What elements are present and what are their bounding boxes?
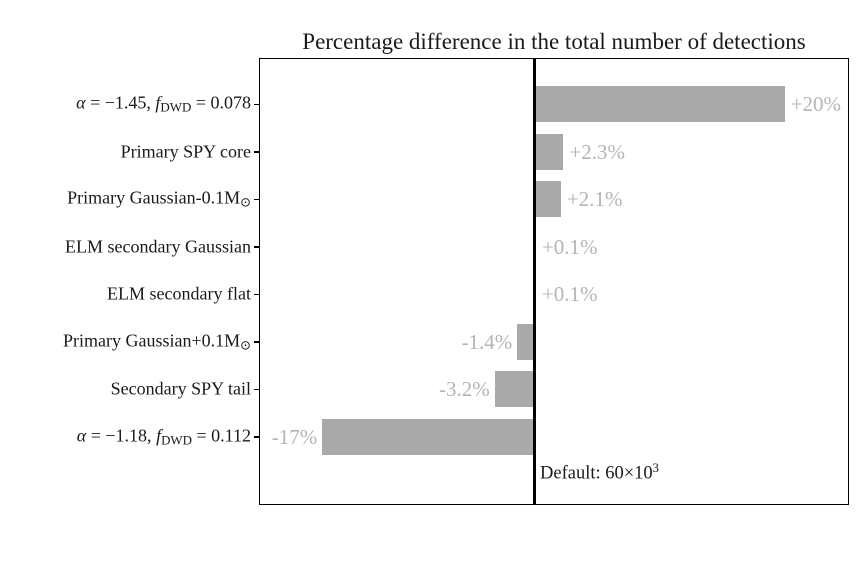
- y-tick: [254, 436, 259, 438]
- bar: [534, 86, 785, 122]
- y-tick: [254, 151, 259, 153]
- label-segment: Primary Gaussian+0.1M: [63, 330, 241, 351]
- bar-value-label: +0.1%: [541, 234, 598, 259]
- y-tick: [254, 246, 259, 248]
- label-segment: ELM secondary flat: [107, 283, 251, 304]
- label-segment: DWD: [160, 100, 192, 116]
- bar-value-label: +2.3%: [569, 139, 626, 164]
- bar-value-label: +20%: [790, 92, 842, 116]
- label-segment: ELM secondary Gaussian: [65, 236, 251, 257]
- category-label: Primary Gaussian-0.1M⊙: [67, 188, 251, 211]
- bar: [534, 133, 564, 170]
- chart-title: Percentage difference in the total numbe…: [302, 29, 806, 54]
- label-segment: ⊙: [240, 195, 251, 211]
- y-tick: [254, 198, 259, 201]
- bar: [534, 181, 561, 217]
- label-segment: DWD: [161, 432, 193, 448]
- bar-value-label: +2.1%: [566, 187, 623, 211]
- zero-axis-line: [533, 59, 536, 504]
- label-segment: ⊙: [240, 338, 251, 354]
- bar-value-label: -17%: [271, 424, 318, 449]
- label-segment: = 0.112: [192, 425, 251, 446]
- label-segment: = 0.078: [191, 92, 251, 113]
- label-segment: f: [155, 92, 161, 113]
- category-label: Primary Gaussian+0.1M⊙: [63, 330, 251, 353]
- label-segment: Default: 60×10: [540, 463, 653, 484]
- category-label: ELM secondary flat: [107, 284, 251, 305]
- category-label: Primary SPY core: [121, 141, 251, 162]
- category-label: ELM secondary Gaussian: [65, 236, 251, 257]
- label-segment: Primary SPY core: [120, 141, 251, 162]
- label-segment: α: [76, 92, 86, 113]
- category-label: α = −1.45, fDWD = 0.078: [76, 93, 251, 116]
- label-segment: = −1.18,: [86, 425, 157, 446]
- bar: [517, 323, 535, 360]
- default-annotation: Default: 60×103: [540, 461, 659, 484]
- bar-value-label: +0.1%: [541, 282, 598, 306]
- y-tick: [254, 341, 259, 343]
- bar-value-label: -1.4%: [461, 329, 513, 354]
- y-tick: [254, 388, 259, 391]
- y-tick: [254, 293, 259, 296]
- bar-value-label: -3.2%: [438, 377, 490, 401]
- label-segment: α: [76, 425, 87, 446]
- label-segment: f: [156, 425, 162, 446]
- category-label: Secondary SPY tail: [111, 379, 251, 400]
- label-segment: Primary Gaussian-0.1M: [67, 187, 241, 208]
- category-label: α = −1.18, fDWD = 0.112: [77, 425, 251, 448]
- label-segment: Secondary SPY tail: [110, 378, 251, 399]
- plot-frame: Default: 60×103 +20% +2.3% +2.1% +0.1% +0.1%…: [259, 58, 849, 505]
- bar: [494, 371, 535, 407]
- y-tick: [254, 103, 259, 106]
- label-segment: = −1.45,: [85, 92, 156, 113]
- label-segment: 3: [652, 461, 659, 475]
- bar: [322, 418, 535, 455]
